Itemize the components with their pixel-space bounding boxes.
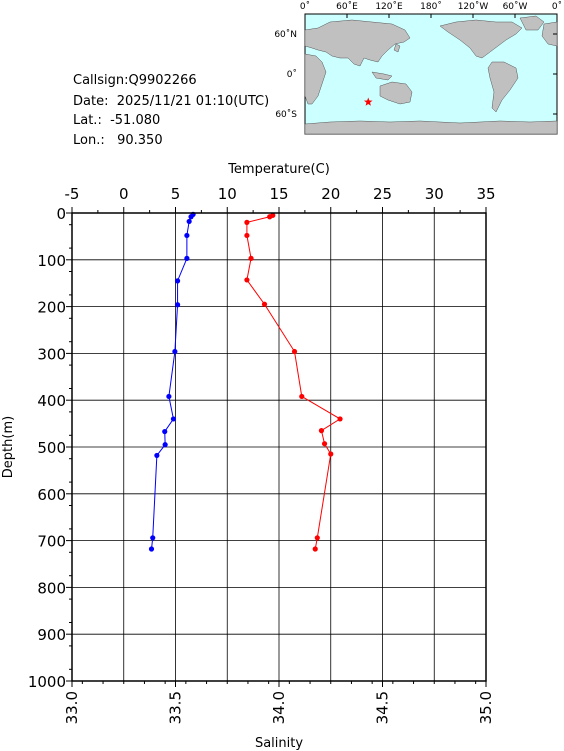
salinity-point: [166, 393, 172, 400]
landmass-antarctica: [304, 120, 558, 135]
salinity-point: [150, 535, 156, 541]
temperature-point: [321, 441, 328, 447]
world-map: 0˚ 60˚E 120˚E 180˚ 120˚W 60˚W 0˚ 60˚N 0˚ 60˚S: [274, 1, 562, 135]
salinity-point: [172, 348, 178, 355]
depth-tick-label: 800: [37, 579, 66, 597]
landmass-north-america: [439, 19, 523, 59]
salinity-tick-label: 33.0: [63, 691, 81, 724]
salinity-point: [184, 255, 190, 261]
temperature-point: [248, 255, 254, 261]
temperature-axis: -5 0 5 10 15 20 25 30 35: [65, 185, 496, 213]
temperature-point: [291, 348, 298, 355]
map-lon-label: 60˚E: [336, 1, 358, 12]
depth-tick-label: 500: [37, 439, 66, 457]
temperature-point: [314, 535, 320, 541]
landmass-eurasia: [304, 19, 411, 67]
map-lat-label: 60˚S: [275, 109, 297, 120]
salinity-tick-label: 34.0: [270, 691, 288, 724]
salinity-axis: 33.0 33.5 34.0 34.5 35.0: [63, 681, 495, 724]
salinity-tick-label: 34.5: [374, 691, 392, 724]
depth-axis: 0 100 200 300 400 500 600 700 800 900 1000: [28, 205, 72, 691]
temperature-tick-label: -5: [65, 185, 80, 203]
landmass-japan: [393, 43, 401, 53]
depth-tick-label: 200: [37, 299, 66, 317]
map-lat-label: 0˚: [287, 69, 297, 80]
temperature-point: [318, 428, 325, 434]
map-lon-label: 180˚: [420, 1, 442, 12]
salinity-tick-label: 33.5: [167, 691, 185, 724]
landmass-indonesia: [371, 71, 393, 81]
temperature-point: [337, 416, 343, 422]
map-lon-label: 60˚W: [503, 1, 528, 12]
depth-tick-label: 0: [56, 205, 66, 223]
salinity-point: [174, 278, 181, 284]
plot-frame: [71, 212, 487, 682]
temperature-tick-label: 5: [171, 185, 181, 203]
temperature-tick-label: 30: [425, 185, 444, 203]
callsign-text: Callsign:Q9902266: [73, 73, 197, 88]
salinity-point: [162, 428, 168, 435]
salinity-series: [148, 211, 196, 552]
salinity-point: [174, 302, 181, 308]
map-lat-label: 60˚N: [274, 29, 297, 40]
temperature-point: [328, 451, 334, 457]
depth-tick-label: 300: [37, 345, 66, 363]
temperature-point: [312, 546, 318, 552]
salinity-axis-label: Salinity: [255, 736, 303, 751]
temperature-tick-label: 25: [373, 185, 392, 203]
map-lon-label: 120˚W: [458, 1, 489, 12]
depth-tick-label: 1000: [28, 673, 66, 691]
salinity-point: [162, 442, 168, 448]
latitude-text: Lat.: -51.080: [73, 113, 161, 128]
salinity-point: [148, 546, 155, 552]
temperature-axis-label: Temperature(C): [227, 162, 330, 177]
grid-layer: [71, 212, 487, 682]
landmass-south-america: [487, 61, 519, 113]
map-land: [304, 15, 558, 135]
depth-tick-label: 100: [37, 252, 66, 270]
longitude-text: Lon.: 90.350: [73, 133, 163, 148]
salinity-point: [170, 416, 177, 422]
map-lon-label: 0˚: [300, 1, 310, 12]
salinity-point: [154, 452, 160, 459]
depth-tick-label: 600: [37, 486, 66, 504]
salinity-point: [188, 214, 194, 220]
depth-tick-label: 700: [37, 533, 66, 551]
depth-tick-label: 900: [37, 626, 66, 644]
temperature-point: [267, 214, 273, 220]
station-marker-star: [363, 97, 373, 106]
salinity-line: [150, 214, 194, 550]
temperature-tick-label: 15: [269, 185, 288, 203]
temperature-point: [244, 232, 250, 239]
date-text: Date: 2025/11/21 01:10(UTC): [73, 94, 270, 109]
temperature-tick-label: 10: [218, 185, 237, 203]
landmass-africa: [304, 53, 327, 105]
landmass-australia: [379, 81, 413, 105]
map-lon-label: 120˚E: [375, 1, 403, 12]
temperature-tick-label: 20: [321, 185, 340, 203]
map-lon-label: 0˚: [552, 1, 562, 12]
salinity-tick-label: 35.0: [477, 691, 495, 724]
salinity-point: [186, 218, 192, 225]
temperature-tick-label: 35: [476, 185, 495, 203]
temperature-point: [244, 219, 250, 225]
landmass-greenland: [519, 15, 545, 31]
temperature-line: [246, 214, 342, 550]
temperature-point: [270, 212, 276, 218]
depth-tick-label: 400: [37, 392, 66, 410]
salinity-point: [184, 232, 190, 239]
temperature-point: [299, 393, 305, 400]
temperature-series: [244, 212, 343, 552]
temperature-point: [244, 277, 250, 283]
salinity-point: [190, 211, 196, 217]
depth-axis-label: Depth(m): [1, 416, 16, 478]
landmass-europe-east: [541, 21, 558, 47]
temperature-tick-label: 0: [119, 185, 129, 203]
temperature-point: [261, 301, 268, 307]
